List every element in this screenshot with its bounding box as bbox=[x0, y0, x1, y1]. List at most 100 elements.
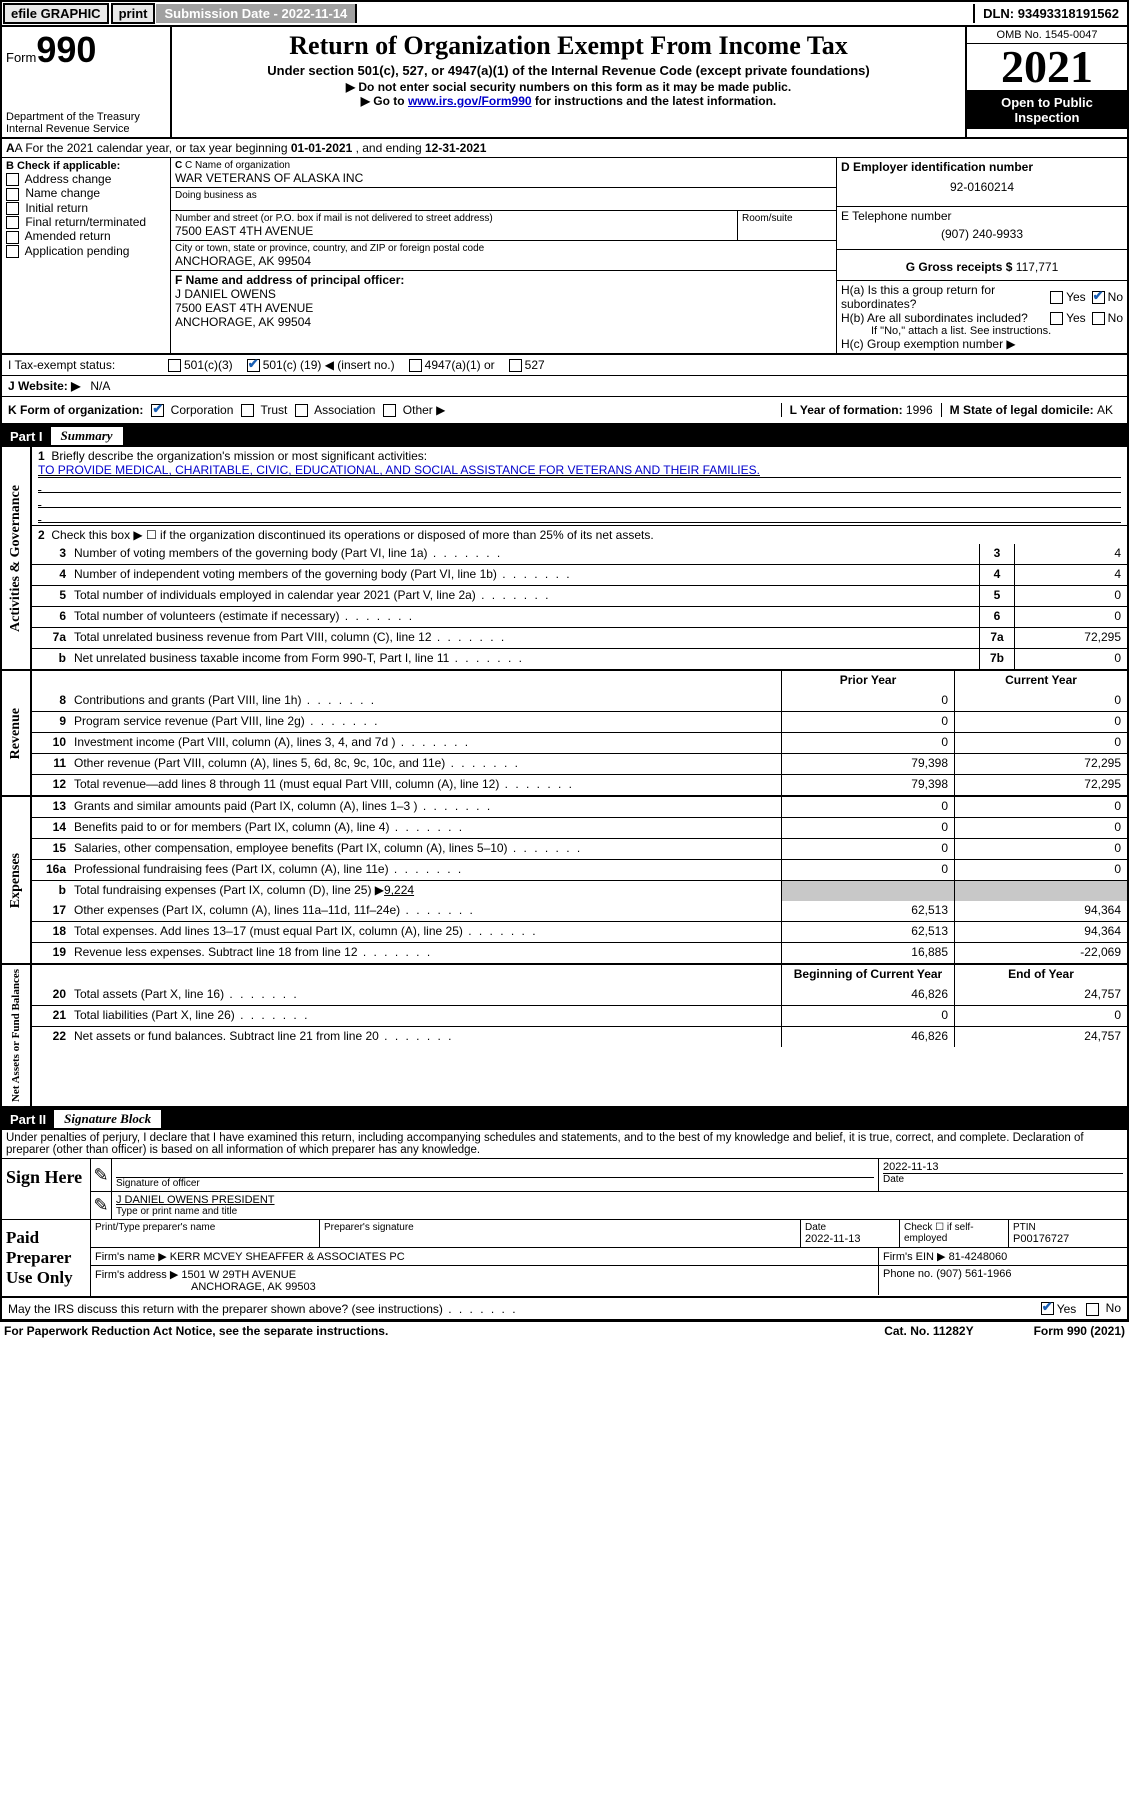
trust-checkbox[interactable] bbox=[241, 404, 254, 417]
ein: 92-0160214 bbox=[841, 174, 1123, 194]
subtitle-3: ▶ Go to www.irs.gov/Form990 for instruct… bbox=[178, 94, 959, 108]
firm-addr2: ANCHORAGE, AK 99503 bbox=[95, 1281, 874, 1293]
current-value: 24,757 bbox=[954, 985, 1127, 1005]
check-item: Address change bbox=[6, 172, 166, 186]
year-formation: L Year of formation: 1996 bbox=[781, 403, 941, 417]
h-b-label: H(b) Are all subordinates included? bbox=[841, 311, 1050, 325]
table-row: 4Number of independent voting members of… bbox=[32, 564, 1127, 585]
current-value: 0 bbox=[954, 818, 1127, 838]
value-cell: 72,295 bbox=[1014, 628, 1127, 648]
corp-checkbox[interactable] bbox=[151, 404, 164, 417]
prior-value: 62,513 bbox=[781, 922, 954, 942]
table-row: 15Salaries, other compensation, employee… bbox=[32, 838, 1127, 859]
website: N/A bbox=[90, 379, 110, 393]
current-value: 0 bbox=[954, 860, 1127, 880]
irs-link[interactable]: www.irs.gov/Form990 bbox=[408, 94, 532, 108]
gross-receipts: 117,771 bbox=[1016, 260, 1059, 274]
current-value: 0 bbox=[954, 797, 1127, 817]
ha-yes-checkbox[interactable] bbox=[1050, 291, 1063, 304]
check-box[interactable] bbox=[6, 188, 19, 201]
discuss-yes-checkbox[interactable] bbox=[1041, 1302, 1054, 1315]
col-d: D Employer identification number 92-0160… bbox=[837, 158, 1127, 353]
firm-ein: 81-4248060 bbox=[949, 1251, 1008, 1263]
pp-date: 2022-11-13 bbox=[805, 1233, 895, 1245]
line-1-label: Briefly describe the organization's miss… bbox=[51, 449, 427, 463]
h-c-label: H(c) Group exemption number ▶ bbox=[841, 337, 1123, 351]
current-year-header: Current Year bbox=[954, 671, 1127, 691]
line-16b-value: 9,224 bbox=[384, 883, 414, 897]
header-right: OMB No. 1545-0047 2021 Open to Public In… bbox=[965, 27, 1127, 137]
declaration-text: Under penalties of perjury, I declare th… bbox=[2, 1130, 1127, 1159]
subtitle-1: Under section 501(c), 527, or 4947(a)(1)… bbox=[178, 61, 959, 80]
501c3-checkbox[interactable] bbox=[168, 359, 181, 372]
form-header: Form990 Department of the Treasury Inter… bbox=[2, 27, 1127, 139]
officer-name-title: J DANIEL OWENS PRESIDENT bbox=[116, 1194, 1123, 1206]
check-box[interactable] bbox=[6, 202, 19, 215]
prior-year-header: Prior Year bbox=[781, 671, 954, 691]
table-row: 12Total revenue—add lines 8 through 11 (… bbox=[32, 774, 1127, 795]
form-number: 990 bbox=[36, 29, 96, 70]
current-value: 0 bbox=[954, 1006, 1127, 1026]
part-2-header: Part II Signature Block bbox=[2, 1108, 1127, 1130]
print-button[interactable]: print bbox=[111, 3, 156, 24]
current-value: 72,295 bbox=[954, 775, 1127, 795]
line-2: Check this box ▶ ☐ if the organization d… bbox=[51, 528, 653, 542]
entity-block: B Check if applicable: Address change Na… bbox=[2, 158, 1127, 355]
prior-value: 0 bbox=[781, 839, 954, 859]
4947-checkbox[interactable] bbox=[409, 359, 422, 372]
principal-officer-label: F Name and address of principal officer: bbox=[175, 273, 404, 287]
officer-city: ANCHORAGE, AK 99504 bbox=[175, 315, 832, 329]
table-row: 3Number of voting members of the governi… bbox=[32, 544, 1127, 564]
pen-icon: ✎ bbox=[91, 1159, 112, 1191]
501c-checkbox[interactable] bbox=[247, 359, 260, 372]
check-box[interactable] bbox=[6, 245, 19, 258]
table-row: 14Benefits paid to or for members (Part … bbox=[32, 817, 1127, 838]
table-row: 7aTotal unrelated business revenue from … bbox=[32, 627, 1127, 648]
sig-officer-label: Signature of officer bbox=[116, 1178, 874, 1189]
value-cell: 0 bbox=[1014, 607, 1127, 627]
check-box[interactable] bbox=[6, 231, 19, 244]
city: ANCHORAGE, AK 99504 bbox=[175, 254, 832, 268]
prior-value: 0 bbox=[781, 860, 954, 880]
check-box[interactable] bbox=[6, 216, 19, 229]
firm-addr1: 1501 W 29TH AVENUE bbox=[181, 1269, 296, 1281]
hb-yes-checkbox[interactable] bbox=[1050, 312, 1063, 325]
527-checkbox[interactable] bbox=[509, 359, 522, 372]
open-to-public: Open to Public Inspection bbox=[967, 90, 1127, 129]
discuss-no-checkbox[interactable] bbox=[1086, 1303, 1099, 1316]
current-value: 94,364 bbox=[954, 922, 1127, 942]
assoc-checkbox[interactable] bbox=[295, 404, 308, 417]
prior-value: 0 bbox=[781, 691, 954, 711]
current-value: 94,364 bbox=[954, 901, 1127, 921]
mission-text[interactable]: TO PROVIDE MEDICAL, CHARITABLE, CIVIC, E… bbox=[38, 463, 1121, 478]
ha-no-checkbox[interactable] bbox=[1092, 291, 1105, 304]
paid-preparer-block: Paid Preparer Use Only Print/Type prepar… bbox=[2, 1220, 1127, 1298]
shaded-cell bbox=[954, 881, 1127, 901]
prior-value: 79,398 bbox=[781, 754, 954, 774]
line-i: I Tax-exempt status: 501(c)(3) 501(c) ( … bbox=[2, 355, 1127, 376]
revenue-section: Revenue Prior Year Current Year 8Contrib… bbox=[2, 671, 1127, 797]
officer-name: J DANIEL OWENS bbox=[175, 287, 832, 301]
line-16b-label: Total fundraising expenses (Part IX, col… bbox=[74, 883, 384, 897]
firm-name: KERR MCVEY SHEAFFER & ASSOCIATES PC bbox=[170, 1251, 405, 1263]
hb-no-checkbox[interactable] bbox=[1092, 312, 1105, 325]
pra-notice: For Paperwork Reduction Act Notice, see … bbox=[4, 1324, 884, 1338]
other-checkbox[interactable] bbox=[383, 404, 396, 417]
side-exp: Expenses bbox=[6, 849, 26, 912]
check-item: Initial return bbox=[6, 201, 166, 215]
self-employed-check: Check ☐ if self-employed bbox=[904, 1222, 1004, 1244]
efile-graphic-button[interactable]: efile GRAPHIC bbox=[3, 3, 109, 24]
prior-value: 79,398 bbox=[781, 775, 954, 795]
gross-label: G Gross receipts $ bbox=[906, 260, 1016, 274]
table-row: 22Net assets or fund balances. Subtract … bbox=[32, 1026, 1127, 1047]
h-a-label: H(a) Is this a group return for subordin… bbox=[841, 283, 1050, 311]
phone: (907) 240-9933 bbox=[841, 223, 1123, 241]
check-box[interactable] bbox=[6, 173, 19, 186]
table-row: 9Program service revenue (Part VIII, lin… bbox=[32, 711, 1127, 732]
table-row: 17Other expenses (Part IX, column (A), l… bbox=[32, 901, 1127, 921]
expenses-section: Expenses 13Grants and similar amounts pa… bbox=[2, 797, 1127, 965]
beginning-year-header: Beginning of Current Year bbox=[781, 965, 954, 985]
value-cell: 0 bbox=[1014, 586, 1127, 606]
irs-label: Internal Revenue Service bbox=[6, 123, 166, 135]
top-bar: efile GRAPHIC print Submission Date - 20… bbox=[0, 0, 1129, 27]
